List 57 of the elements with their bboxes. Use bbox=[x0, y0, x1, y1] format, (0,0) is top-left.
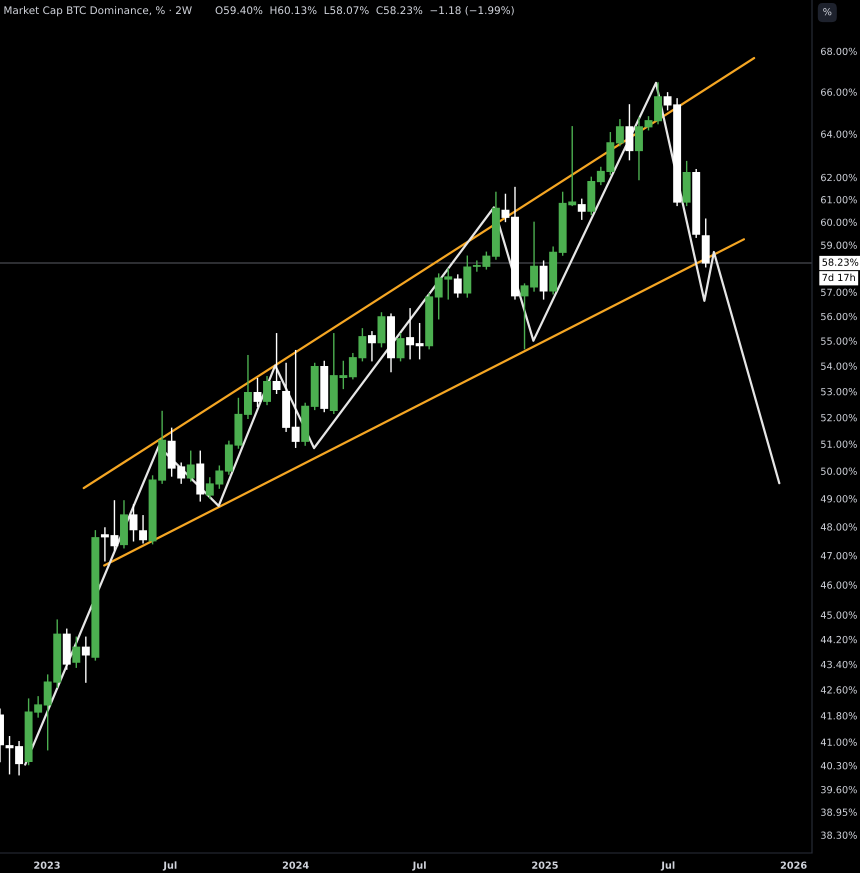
x-tick-label: 2025 bbox=[532, 862, 558, 869]
y-tick-label: 52.00% bbox=[821, 414, 857, 422]
x-tick-label: 2024 bbox=[282, 862, 309, 869]
text: O59.40% H60.13% L58.07% C58.23% −1.18 (−1.99%) bbox=[216, 6, 514, 16]
candlestick bbox=[444, 268, 452, 300]
candlestick bbox=[186, 450, 195, 482]
y-tick-label: 62.00% bbox=[821, 174, 857, 182]
ref-line-label: 58.23% bbox=[822, 258, 858, 266]
y-tick-label: 54.00% bbox=[821, 362, 857, 370]
y-tick-label: 64.00% bbox=[821, 130, 857, 138]
candlestick bbox=[272, 333, 281, 394]
y-tick-label: 44.20% bbox=[820, 636, 857, 644]
y-tick-label: 43.40% bbox=[820, 660, 857, 668]
x-tick-label: Jul bbox=[162, 861, 176, 871]
y-tick-label: 45.00% bbox=[820, 611, 857, 619]
y-tick-label: 57.00% bbox=[821, 288, 857, 296]
candlestick bbox=[578, 198, 586, 220]
candlestick bbox=[396, 333, 405, 362]
x-tick-label: 2023 bbox=[34, 862, 60, 869]
y-tick-label: 41.00% bbox=[820, 738, 857, 746]
y-tick-label: 42.60% bbox=[820, 686, 857, 694]
candlestick bbox=[82, 636, 90, 683]
y-tick-label: 50.00% bbox=[821, 468, 857, 475]
y-tick-label: 51.00% bbox=[821, 440, 857, 448]
x-tick-label: Jul bbox=[660, 861, 674, 871]
y-tick-label: 38.30% bbox=[821, 832, 857, 839]
y-tick-label: 41.80% bbox=[820, 712, 857, 720]
y-tick-label: 46.00% bbox=[820, 581, 857, 589]
candlestick bbox=[254, 378, 262, 407]
text: 7d 17h bbox=[822, 274, 855, 282]
x-tick-label: Jul bbox=[412, 861, 426, 871]
candlestick bbox=[139, 515, 148, 544]
candlestick bbox=[72, 636, 80, 668]
candlestick bbox=[454, 274, 462, 298]
y-tick-label: 66.00% bbox=[821, 88, 857, 96]
y-tick-label: 39.60% bbox=[821, 786, 857, 794]
line-series bbox=[24, 82, 780, 766]
y-tick-label: 38.95% bbox=[821, 808, 857, 816]
y-tick-label: 61.00% bbox=[821, 196, 857, 204]
y-tick-label: 60.00% bbox=[821, 218, 857, 226]
candlestick bbox=[568, 126, 576, 206]
candlestick bbox=[130, 504, 138, 542]
y-tick-label: 56.00% bbox=[821, 312, 857, 320]
y-tick-label: 59.00% bbox=[821, 242, 857, 249]
candlestick bbox=[625, 104, 634, 160]
text: Market Cap BTC Dominance, % · 2W bbox=[4, 6, 192, 16]
y-tick-label: 55.00% bbox=[821, 337, 857, 345]
text: % bbox=[823, 8, 832, 16]
y-tick-label: 40.30% bbox=[820, 762, 857, 770]
y-tick-label: 68.00% bbox=[821, 48, 857, 56]
y-tick-label: 47.00% bbox=[820, 552, 857, 560]
y-tick-label: 53.00% bbox=[821, 388, 857, 396]
x-tick-label: 2026 bbox=[780, 862, 807, 869]
candlestick bbox=[368, 331, 376, 362]
y-tick-label: 49.00% bbox=[820, 495, 857, 502]
y-tick-label: 48.00% bbox=[820, 523, 857, 531]
candlestick bbox=[263, 376, 271, 406]
